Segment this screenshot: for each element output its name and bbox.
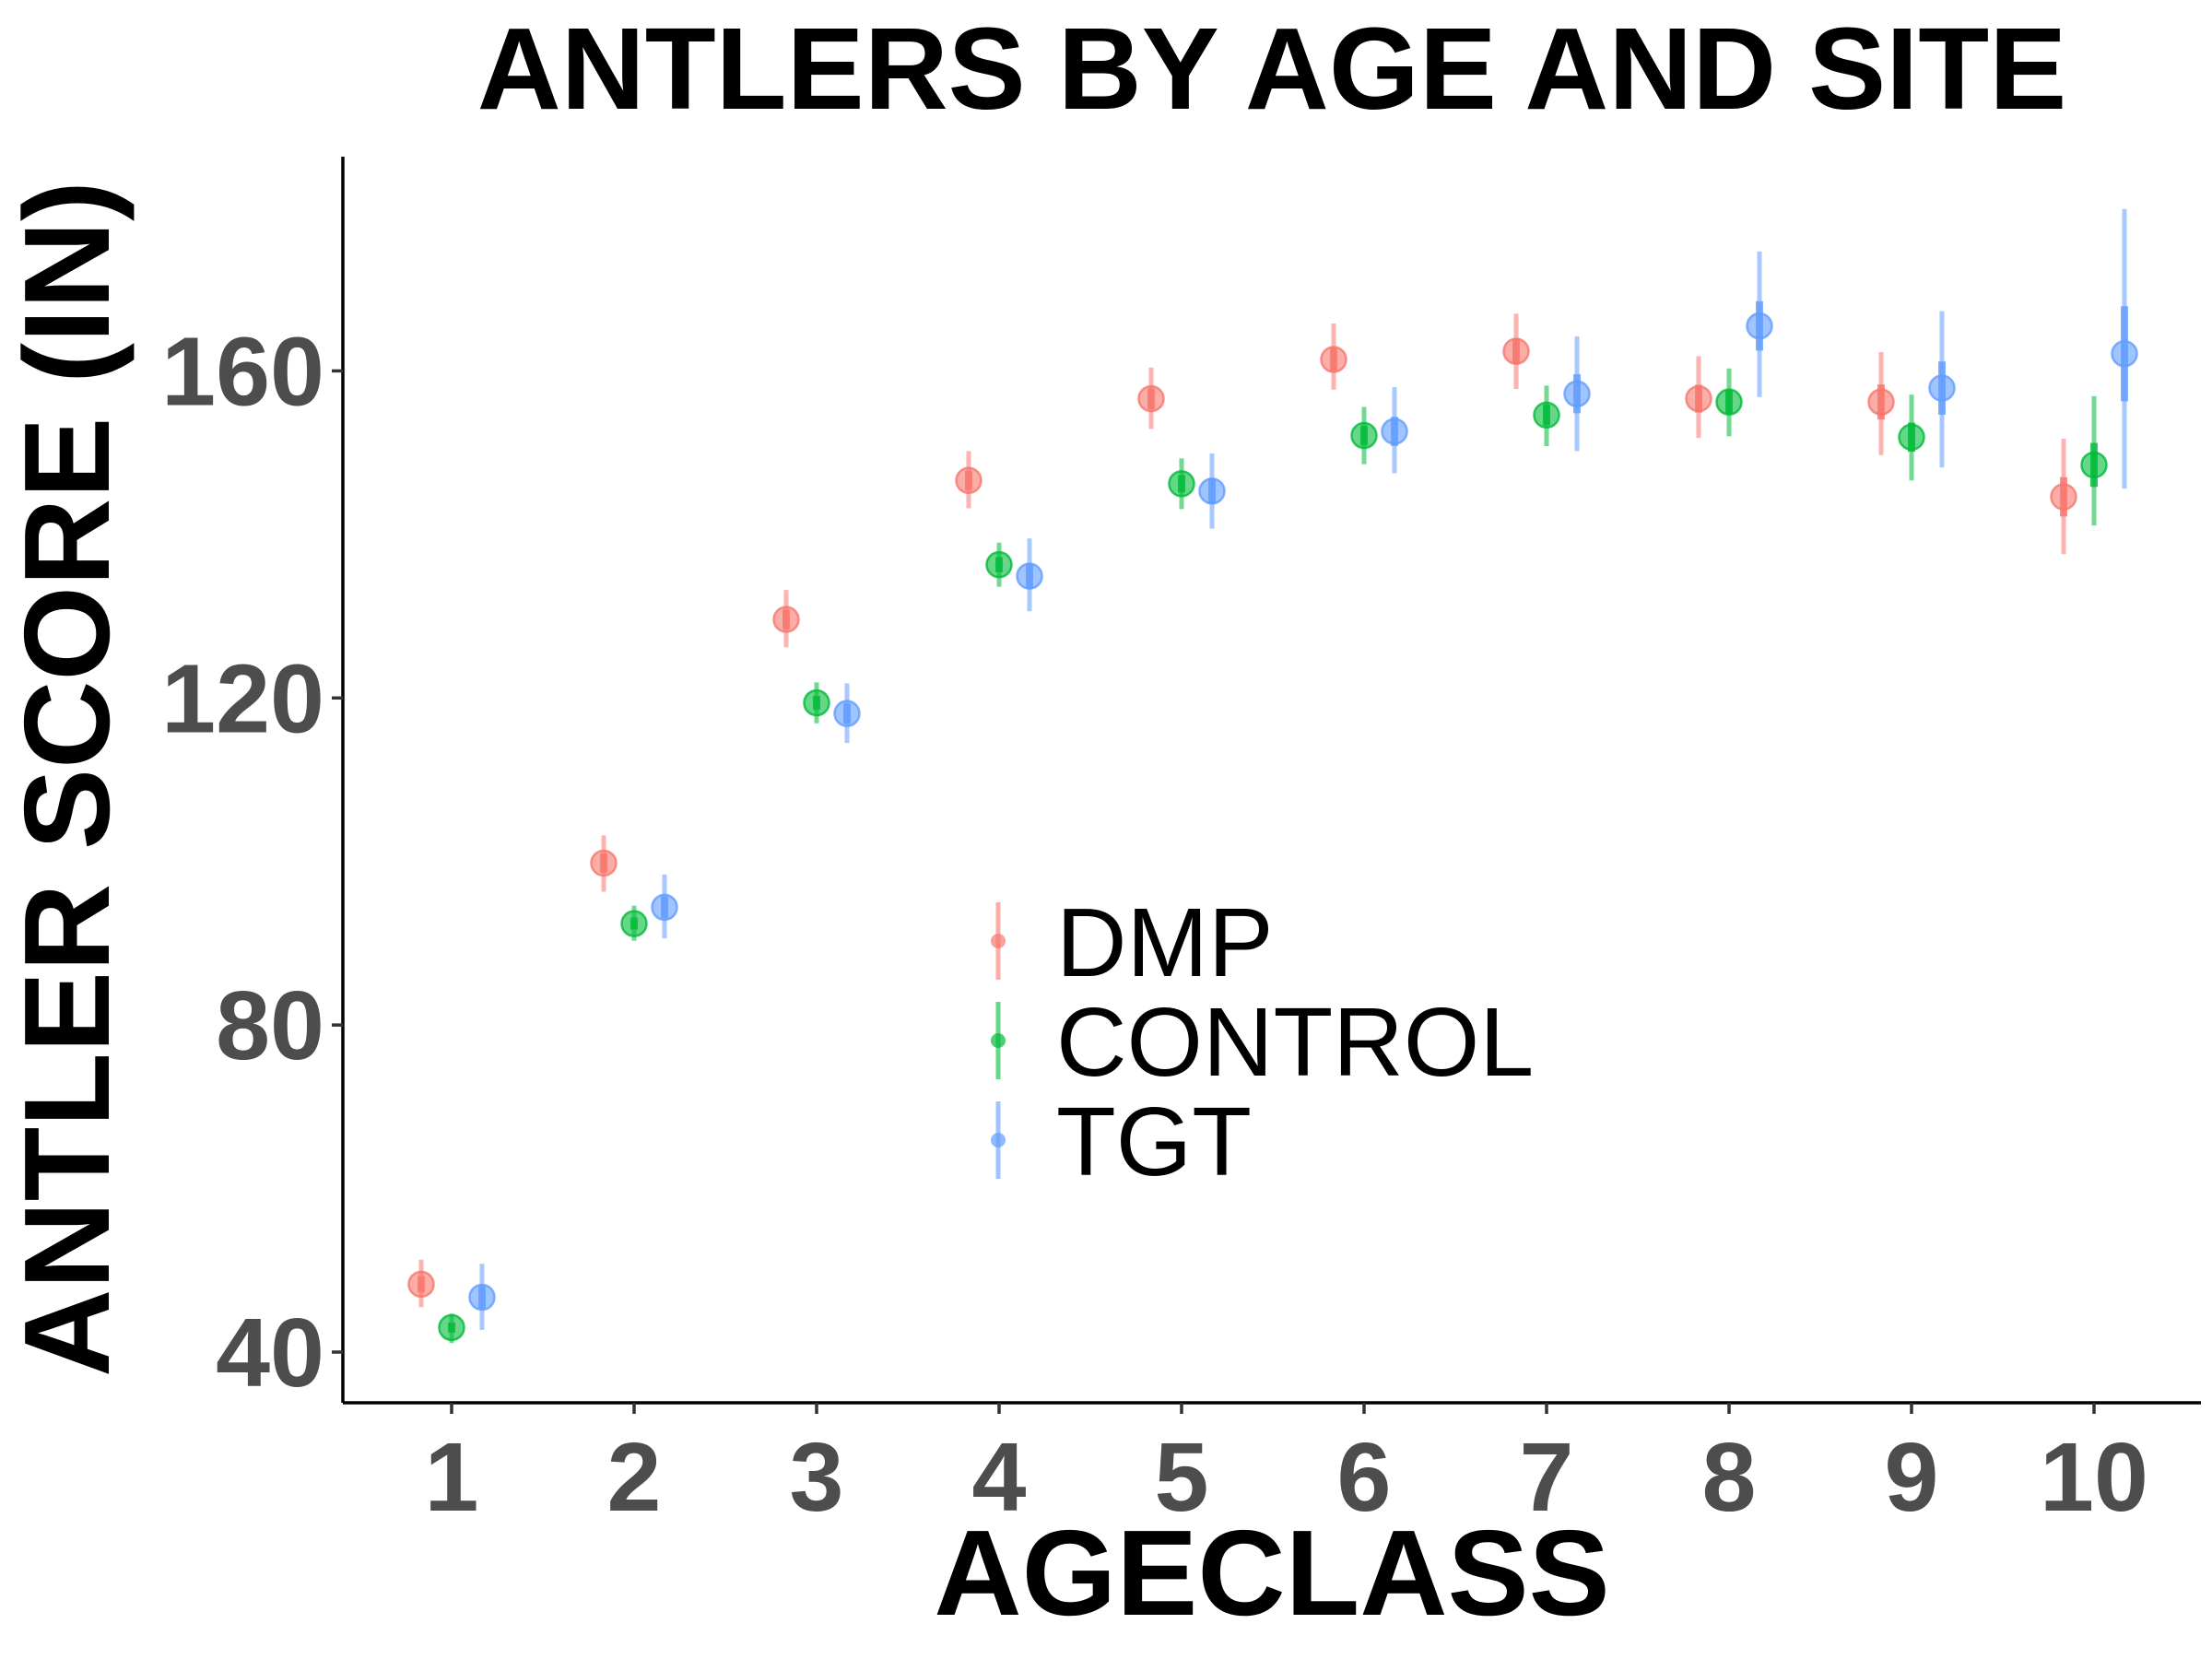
data-point bbox=[620, 910, 648, 937]
x-tick-label: 6 bbox=[1337, 1423, 1392, 1532]
data-point bbox=[1502, 337, 1530, 365]
data-point bbox=[2050, 483, 2077, 511]
data-point bbox=[772, 606, 800, 633]
data-point bbox=[803, 688, 830, 717]
plot-area: 40 80 120 160 1 2 3 4 5 6 7 8 9 10 bbox=[161, 157, 2201, 1532]
data-point bbox=[1898, 423, 1925, 452]
y-tick-label: 40 bbox=[216, 1299, 324, 1407]
legend-key-point bbox=[991, 1133, 1006, 1147]
data-point bbox=[985, 550, 1013, 579]
legend-label: CONTROL bbox=[1056, 988, 1534, 1097]
legend-label: TGT bbox=[1056, 1088, 1252, 1196]
chart-title: ANTLERS BY AGE AND SITE bbox=[477, 4, 2067, 134]
legend-key-point bbox=[991, 934, 1006, 948]
x-tick-label: 1 bbox=[425, 1423, 479, 1532]
data-point bbox=[1715, 388, 1743, 416]
data-point bbox=[438, 1313, 465, 1342]
data-point bbox=[407, 1270, 435, 1299]
data-point bbox=[1168, 470, 1195, 498]
x-tick-label: 9 bbox=[1885, 1423, 1939, 1532]
x-tick-label: 3 bbox=[790, 1423, 844, 1532]
data-point bbox=[1137, 384, 1165, 413]
data-point bbox=[1928, 374, 1956, 402]
data-point bbox=[468, 1283, 496, 1312]
data-point bbox=[1746, 312, 1773, 340]
data-point bbox=[1867, 388, 1895, 416]
x-tick-label: 7 bbox=[1520, 1423, 1574, 1532]
x-tick-label: 5 bbox=[1155, 1423, 1209, 1532]
legend-label: DMP bbox=[1056, 888, 1274, 997]
data-point bbox=[1350, 421, 1378, 450]
data-point bbox=[1320, 346, 1347, 373]
data-point bbox=[1685, 384, 1712, 413]
data-point bbox=[1381, 418, 1408, 445]
data-point bbox=[2080, 451, 2108, 479]
data-point bbox=[1533, 401, 1560, 429]
x-tick-label: 2 bbox=[607, 1423, 662, 1532]
x-tick-label: 8 bbox=[1702, 1423, 1757, 1532]
data-point bbox=[955, 466, 982, 495]
x-tick-label: 4 bbox=[972, 1423, 1027, 1532]
data-point bbox=[651, 893, 678, 922]
data-point bbox=[1563, 380, 1591, 408]
data-point bbox=[1198, 477, 1226, 505]
data-point bbox=[590, 849, 618, 877]
x-axis-title: AGECLASS bbox=[934, 1505, 1609, 1641]
y-tick-label: 160 bbox=[161, 317, 324, 426]
legend-key-point bbox=[991, 1033, 1006, 1048]
x-tick-label: 10 bbox=[2040, 1423, 2148, 1532]
y-axis-title: ANTLER SCORE (IN) bbox=[0, 181, 135, 1377]
data-point bbox=[833, 700, 861, 727]
data-point bbox=[1016, 562, 1043, 590]
data-point bbox=[2111, 340, 2138, 368]
y-tick-label: 120 bbox=[161, 644, 324, 753]
y-tick-label: 80 bbox=[216, 971, 324, 1080]
